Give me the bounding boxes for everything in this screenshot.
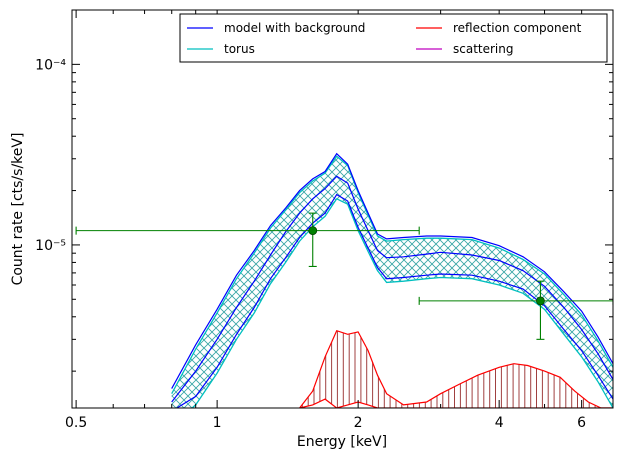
data-point-2 [418,280,613,340]
x-axis-label: Energy [keV] [297,434,387,450]
data-point-1 [75,212,420,267]
legend-label-model: model with background [224,21,365,35]
legend-label-torus: torus [224,42,255,56]
plot-area [75,152,613,408]
torus-upper-line [171,155,613,395]
tick-labels: 0.5 1 2 4 6 10⁻⁵ 10⁻⁴ [35,57,586,431]
axes-frame [71,9,614,409]
legend-frame [179,13,608,63]
reflection-lower-line [299,398,613,408]
data-marker [536,296,545,306]
plot-frame [71,9,614,409]
legend: model with background reflection compone… [179,13,608,63]
reflection-upper-line [299,329,613,408]
y-tick-label: 10⁻⁴ [35,57,66,73]
reflection-band [301,330,596,408]
x-tick-label: 4 [495,415,504,431]
y-tick-label: 10⁻⁵ [35,238,66,254]
legend-label-reflection: reflection component [453,21,582,35]
ticks [72,9,614,408]
x-tick-label: 6 [577,415,586,431]
x-tick-label: 0.5 [65,415,87,431]
x-tick-label: 1 [213,415,222,431]
y-axis-label: Count rate [cts/s/keV] [10,133,26,286]
x-tick-label: 2 [354,415,363,431]
legend-label-scattering: scattering [453,42,514,56]
data-marker [308,226,318,236]
torus-band-fill [171,156,613,408]
model-upper-line [171,152,613,389]
